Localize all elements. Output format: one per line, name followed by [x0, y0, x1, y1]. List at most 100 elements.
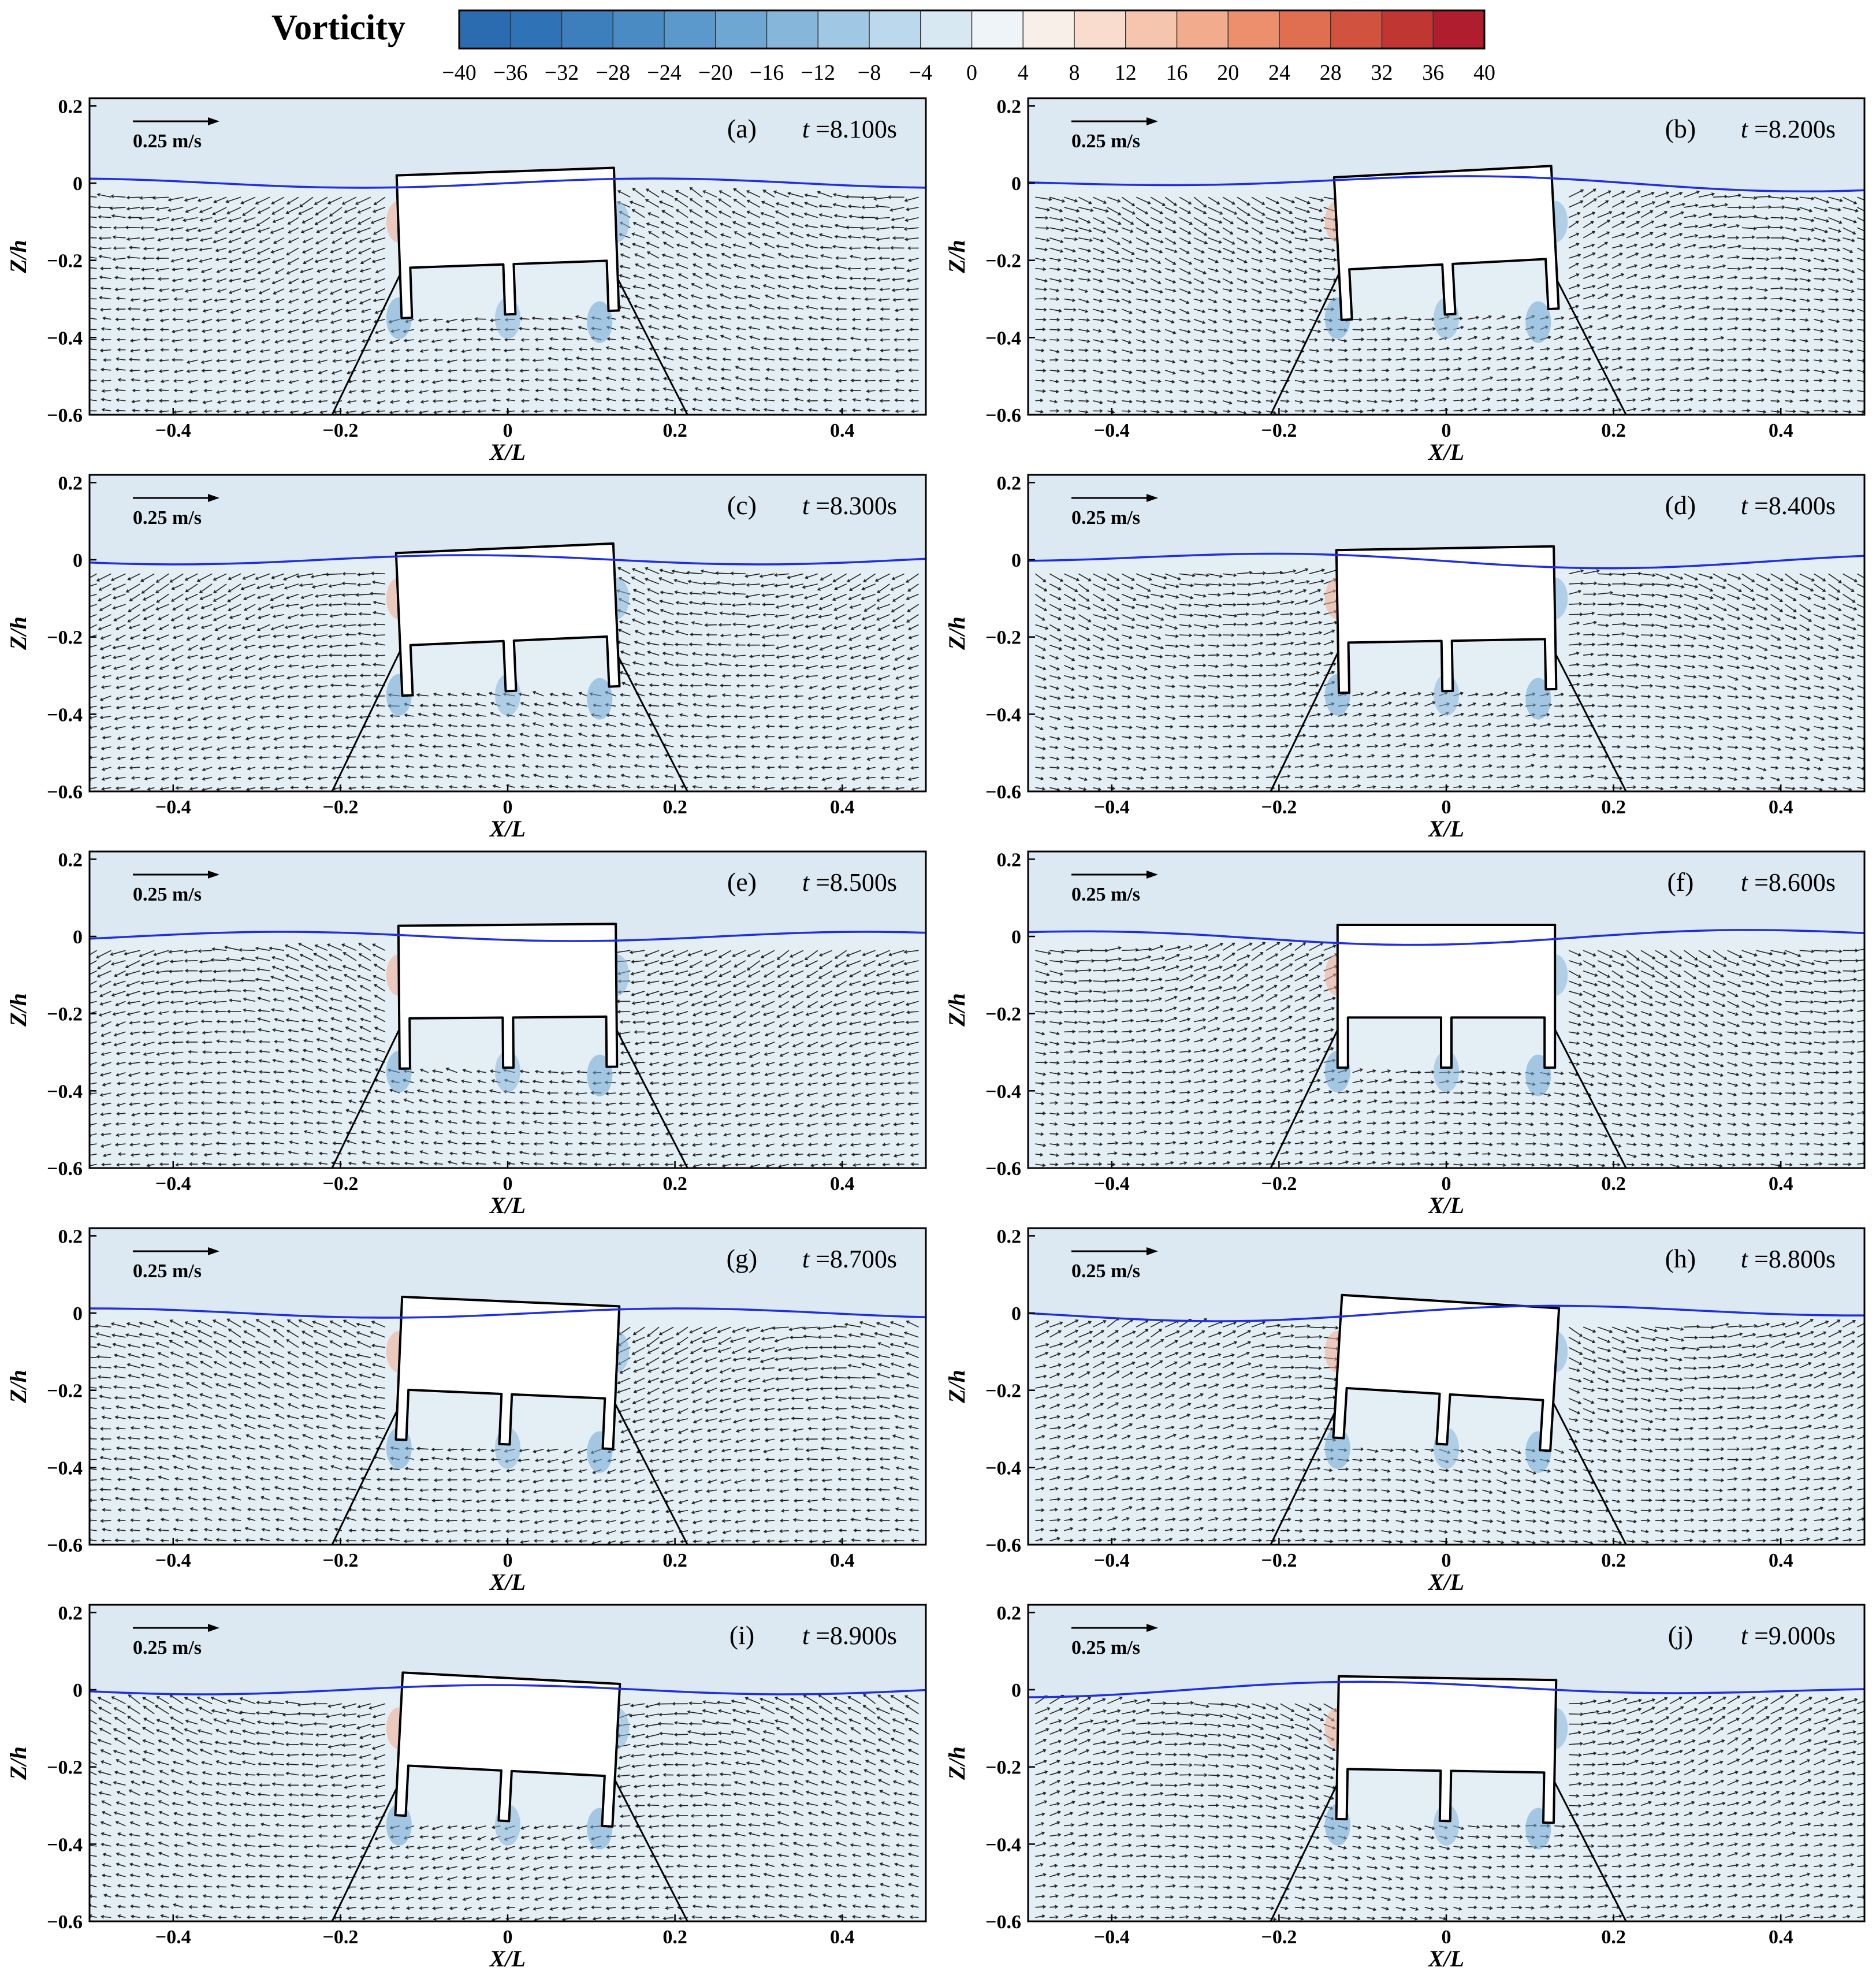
velocity-vector: [751, 725, 761, 730]
velocity-vector: [1525, 775, 1534, 779]
velocity-vector: [1857, 665, 1864, 668]
velocity-vector: [1150, 278, 1162, 284]
velocity-vector: [256, 593, 270, 599]
velocity-vector: [347, 400, 357, 404]
velocity-vector: [100, 634, 111, 640]
velocity-vector: [171, 329, 184, 333]
velocity-vector: [778, 664, 789, 668]
velocity-vector: [765, 367, 775, 372]
velocity-vector: [1093, 695, 1104, 700]
velocity-vector: [691, 621, 703, 626]
velocity-vector: [1064, 573, 1080, 582]
velocity-vector: [1799, 614, 1812, 622]
velocity-vector: [1179, 237, 1192, 244]
velocity-vector: [217, 685, 227, 689]
velocity-vector: [390, 380, 400, 384]
velocity-vector: [1741, 307, 1752, 311]
velocity-vector: [891, 288, 904, 292]
velocity-vector: [1727, 326, 1739, 330]
velocity-vector: [660, 590, 674, 595]
velocity-vector: [345, 339, 357, 344]
velocity-vector: [1064, 409, 1073, 413]
velocity-vector: [1741, 604, 1756, 610]
free-surface: [90, 554, 926, 566]
velocity-vector: [1540, 754, 1550, 758]
velocity-vector: [449, 348, 457, 353]
velocity-vector: [910, 1153, 919, 1157]
velocity-vector: [619, 620, 631, 626]
velocity-vector: [1381, 399, 1393, 404]
velocity-vector: [621, 1122, 631, 1126]
velocity-vector: [1367, 408, 1376, 412]
velocity-vector: [172, 317, 184, 321]
velocity-vector: [780, 408, 789, 412]
velocity-vector: [694, 366, 703, 371]
velocity-vector: [705, 754, 717, 758]
velocity-vector: [260, 1141, 270, 1146]
velocity-vector: [304, 298, 314, 304]
velocity-vector: [1208, 573, 1223, 578]
velocity-vector: [171, 695, 184, 700]
velocity-vector: [795, 347, 803, 351]
velocity-vector: [230, 786, 241, 790]
velocity-vector: [700, 569, 717, 575]
velocity-vector: [433, 1141, 443, 1145]
velocity-vector: [345, 359, 357, 363]
velocity-vector: [98, 593, 111, 601]
velocity-vector: [631, 232, 645, 239]
velocity-vector: [1727, 389, 1737, 393]
velocity-vector: [693, 744, 703, 748]
velocity-vector: [1583, 211, 1596, 218]
velocity-vector: [895, 776, 904, 780]
velocity-vector: [99, 266, 111, 270]
velocity-vector: [1640, 612, 1653, 617]
velocity-vector: [1727, 583, 1742, 592]
velocity-vector: [1424, 743, 1434, 748]
velocity-vector: [1222, 704, 1235, 708]
velocity-vector: [1756, 593, 1769, 600]
velocity-vector: [90, 298, 97, 300]
velocity-vector: [764, 1113, 775, 1117]
velocity-vector: [1265, 380, 1277, 384]
velocity-vector: [1640, 357, 1650, 361]
velocity-vector: [1093, 655, 1106, 660]
velocity-vector: [863, 685, 876, 691]
velocity-vector: [1064, 379, 1075, 383]
velocity-vector: [881, 408, 890, 412]
velocity-vector: [1265, 600, 1281, 605]
velocity-vector: [876, 614, 890, 621]
velocity-vector: [1684, 746, 1693, 750]
velocity-vector: [1107, 217, 1122, 225]
velocity-vector: [1569, 602, 1583, 606]
velocity-vector: [662, 325, 674, 330]
velocity-vector: [1151, 746, 1160, 750]
velocity-vector: [907, 583, 919, 592]
velocity-vector: [1193, 308, 1206, 314]
velocity-vector: [720, 766, 732, 770]
velocity-vector: [891, 217, 904, 222]
velocity-vector: [228, 573, 241, 581]
velocity-vector: [217, 716, 227, 720]
velocity-vector: [605, 734, 616, 738]
velocity-vector: [1309, 589, 1322, 595]
velocity-vector: [635, 408, 645, 412]
velocity-vector: [1741, 583, 1754, 592]
velocity-vector: [734, 634, 746, 638]
panel-label: (a): [727, 114, 757, 143]
velocity-vector: [1237, 603, 1250, 607]
velocity-vector: [1842, 298, 1853, 302]
velocity-vector: [305, 390, 314, 394]
floating-hull: [394, 542, 621, 697]
velocity-vector: [1497, 775, 1508, 779]
velocity-vector: [1164, 349, 1174, 354]
velocity-vector: [390, 755, 400, 759]
velocity-vector: [702, 190, 717, 198]
velocity-vector: [691, 315, 703, 320]
velocity-vector: [332, 298, 343, 303]
velocity-vector: [1814, 227, 1829, 233]
velocity-vector: [140, 226, 155, 230]
velocity-vector: [661, 672, 674, 676]
velocity-vector: [1669, 756, 1681, 761]
velocity-vector: [1165, 359, 1176, 364]
velocity-vector: [634, 253, 645, 259]
